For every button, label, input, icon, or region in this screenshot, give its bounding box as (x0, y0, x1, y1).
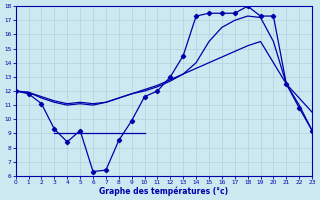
X-axis label: Graphe des températures (°c): Graphe des températures (°c) (99, 186, 228, 196)
